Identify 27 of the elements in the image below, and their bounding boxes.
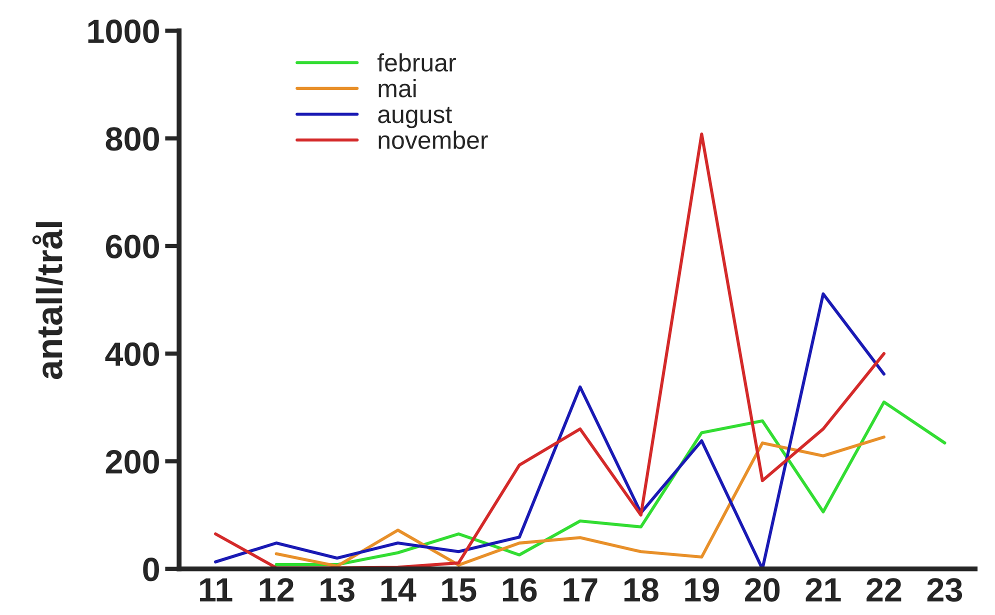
line-series xyxy=(274,436,886,568)
x-tick-label: 17 xyxy=(564,578,598,602)
legend-label: februar xyxy=(377,53,456,72)
y-tick-label: 200 xyxy=(106,450,159,474)
y-tick-label: 800 xyxy=(106,127,159,151)
legend-label: november xyxy=(378,130,488,150)
x-tick-label: 12 xyxy=(260,578,294,602)
x-tick-label: 20 xyxy=(745,578,780,602)
y-tick-label: 0 xyxy=(143,558,159,582)
x-tick-label: 18 xyxy=(624,578,658,602)
line-series xyxy=(214,292,886,569)
x-tick-label: 22 xyxy=(866,578,902,602)
x-tick-label: 15 xyxy=(442,578,476,602)
legend-label: august xyxy=(378,106,452,128)
x-tick-label: 23 xyxy=(927,578,962,602)
legend-label: mai xyxy=(378,79,416,98)
x-tick-label: 19 xyxy=(685,578,719,602)
y-tick-label: 400 xyxy=(105,342,159,366)
y-tick-label: 1000 xyxy=(88,20,159,44)
line-series xyxy=(214,132,886,569)
x-tick-label: 16 xyxy=(502,578,537,602)
x-tick-label: 11 xyxy=(200,578,232,602)
x-tick-label: 13 xyxy=(320,578,354,602)
x-tick-label: 14 xyxy=(381,578,416,602)
x-tick-label: 21 xyxy=(806,578,841,602)
y-tick-label: 600 xyxy=(106,234,159,258)
y-axis-title: antall/trål xyxy=(32,222,63,380)
